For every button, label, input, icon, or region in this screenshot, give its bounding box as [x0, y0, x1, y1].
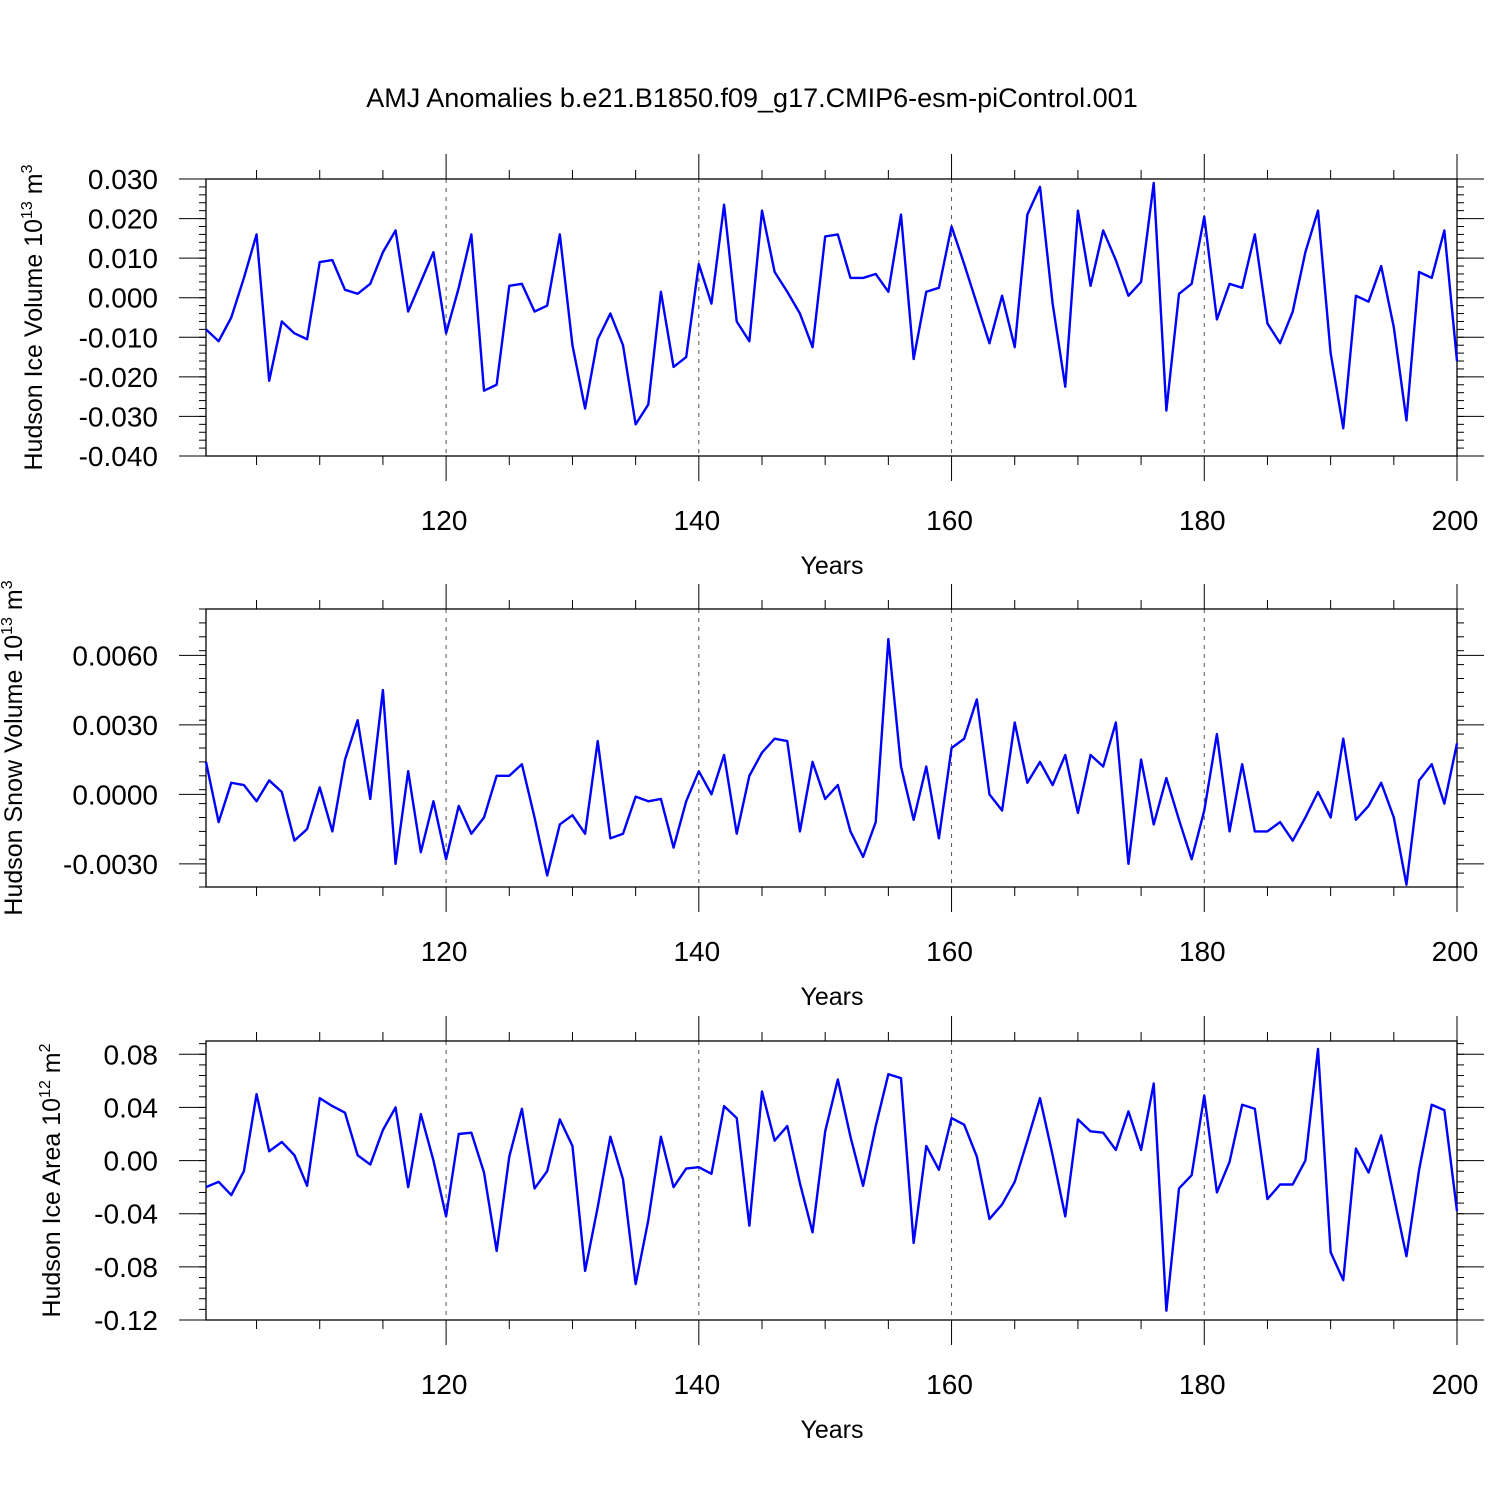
y-label-exponent: 13 [19, 201, 36, 219]
y-label-exponent: 13 [0, 617, 16, 635]
panel-snow-volume: 120 140 160 180 200 0.0060 0.0030 0.0000 -0.0030… [0, 580, 1484, 1011]
y-tick-label: 0.010 [88, 243, 158, 274]
y-label-exponent: 12 [37, 1080, 54, 1098]
y-tick-label: -0.12 [94, 1305, 158, 1336]
y-tick-label: -0.040 [79, 441, 158, 472]
y-tick-label: 0.030 [88, 164, 158, 195]
x-tick-label: 200 [1432, 936, 1479, 967]
y-tick-label: 0.0060 [72, 640, 158, 671]
y-label-unit-exponent: 3 [0, 580, 16, 589]
y-tick-label: -0.010 [79, 322, 158, 353]
x-tick-label: 140 [673, 1369, 720, 1400]
y-label-unit-exponent: 3 [19, 164, 36, 173]
y-tick-label: 0.000 [88, 283, 158, 314]
x-tick-label: 160 [926, 936, 973, 967]
y-tick-label: -0.0030 [63, 849, 158, 880]
y-tick-label: 0.00 [104, 1146, 159, 1177]
y-label-unit-exponent: 2 [37, 1043, 54, 1052]
y-tick-label: 0.08 [104, 1039, 159, 1070]
plot-frame [205, 1040, 1458, 1321]
y-label-main: Hudson Snow Volume 10 [0, 635, 28, 916]
y-label-unit: m [38, 1052, 66, 1080]
y-tick-label: 0.0000 [72, 779, 158, 810]
series-line-ice-volume [205, 181, 1459, 430]
y-tick-label: 0.020 [88, 204, 158, 235]
series-line-snow-volume [204, 637, 1459, 886]
y-label-unit: m [20, 173, 48, 201]
y-tick-label: -0.030 [79, 401, 158, 432]
y-tick-label: -0.04 [94, 1199, 158, 1230]
y-axis-label: Hudson Snow Volume 1013 m3 [0, 580, 28, 915]
y-tick-label: -0.08 [94, 1252, 158, 1283]
series-line-ice-area [205, 1047, 1459, 1312]
x-tick-label: 140 [673, 936, 720, 967]
y-axis-label: Hudson Ice Area 1012 m2 [37, 1043, 66, 1317]
x-tick-label: 180 [1179, 936, 1226, 967]
y-label-main: Hudson Ice Volume 10 [20, 219, 48, 471]
x-tick-label: 160 [926, 1369, 973, 1400]
x-tick-label: 180 [1179, 1369, 1226, 1400]
y-tick-label: -0.020 [79, 362, 158, 393]
x-tick-label: 120 [421, 936, 468, 967]
panel-ice-volume: 120 140 160 180 200 0.030 0.020 0.010 0.000 -0.01… [19, 154, 1484, 580]
x-tick-label: 140 [673, 505, 720, 536]
panel-ice-area: 120 140 160 180 200 0.08 0.04 0.00 -0.04 -0.08 -0.… [37, 1016, 1484, 1444]
y-label-main: Hudson Ice Area 10 [38, 1098, 66, 1318]
x-axis-label: Years [800, 1416, 863, 1444]
chart-title: AMJ Anomalies b.e21.B1850.f09_g17.CMIP6-… [366, 83, 1137, 113]
x-axis-label: Years [800, 552, 863, 580]
x-tick-label: 160 [926, 505, 973, 536]
y-tick-label: 0.0030 [72, 710, 158, 741]
x-tick-label: 180 [1179, 505, 1226, 536]
x-tick-label: 120 [421, 1369, 468, 1400]
x-tick-label: 200 [1432, 1369, 1479, 1400]
y-axis-label: Hudson Ice Volume 1013 m3 [19, 164, 48, 470]
x-axis-label: Years [800, 983, 863, 1011]
x-tick-label: 200 [1432, 505, 1479, 536]
y-tick-label: 0.04 [104, 1092, 159, 1123]
plot-frame [205, 178, 1458, 457]
x-tick-label: 120 [421, 505, 468, 536]
y-label-unit: m [0, 589, 28, 617]
